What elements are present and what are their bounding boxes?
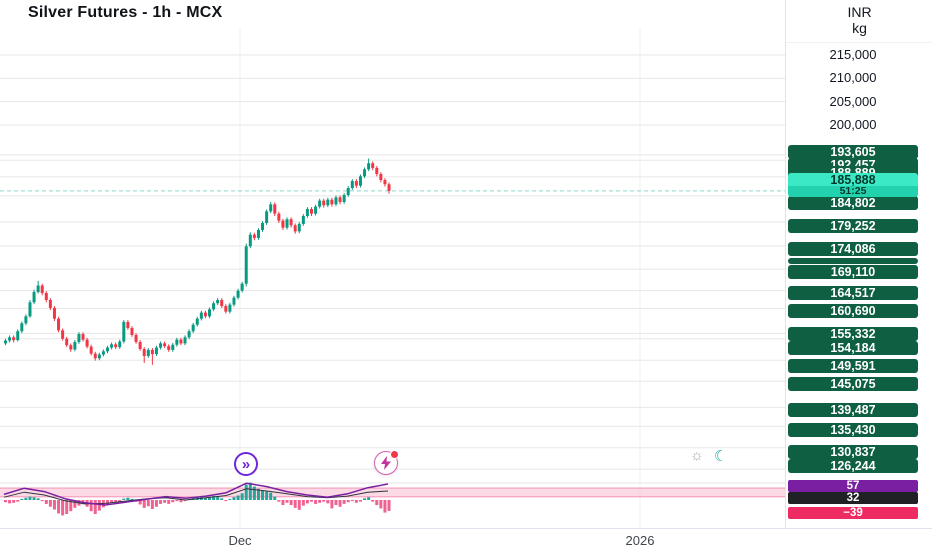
price-tick-label: 215,000 [829, 47, 877, 62]
price-axis[interactable]: INR kg 215,000 210,000 205,000 200,000 193,6… [785, 0, 932, 550]
oscillator-purple-line [3, 482, 389, 506]
alert-price-label[interactable]: 139,487 [788, 403, 918, 417]
light-theme-icon[interactable]: ☼ [690, 447, 704, 464]
price-tick-label: 205,000 [829, 94, 877, 109]
alert-price-label[interactable]: 130,837 [788, 445, 918, 459]
time-tick-label: Dec [228, 533, 252, 548]
oscillator-dark-line [3, 488, 389, 505]
alert-price-label[interactable]: 193,605 [788, 145, 918, 159]
alert-price-label[interactable]: 154,184 [788, 341, 918, 355]
price-chart[interactable] [0, 0, 785, 550]
price-tick-label: 200,000 [829, 117, 877, 132]
lightning-icon [381, 456, 391, 470]
time-axis[interactable]: Dec 2026 [0, 528, 932, 550]
indicator-value-label: 57 [788, 480, 918, 492]
horizontal-gridlines [0, 54, 785, 470]
alert-price-label[interactable]: 135,430 [788, 423, 918, 437]
alert-price-label[interactable]: 155,332 [788, 327, 918, 341]
indicator-value-label: −39 [788, 507, 918, 519]
scroll-forward-button[interactable]: » [234, 452, 258, 476]
price-tick-label: 210,000 [829, 70, 877, 85]
vertical-gridlines [239, 28, 641, 528]
unit-label: kg [852, 20, 867, 36]
alert-price-label[interactable]: 184,802 [788, 196, 918, 210]
alert-price-label[interactable]: 160,690 [788, 304, 918, 318]
alert-price-label[interactable]: 149,591 [788, 359, 918, 373]
oscillator-histogram [4, 482, 391, 516]
current-price-value: 185,888 [788, 173, 918, 187]
current-price-label[interactable]: 185,888 51:25 [788, 173, 918, 197]
oscillator-band [0, 487, 785, 498]
notification-dot [390, 450, 399, 459]
candles [4, 158, 391, 365]
alert-price-label[interactable]: 145,075 [788, 377, 918, 391]
symbol-title[interactable]: Silver Futures - 1h - MCX [28, 4, 223, 21]
double-arrow-icon: » [241, 455, 251, 473]
alert-price-label[interactable]: 174,086 [788, 242, 918, 256]
time-tick-label: 2026 [625, 533, 655, 548]
clipped-alert-label[interactable] [788, 258, 918, 264]
alert-price-label[interactable]: 179,252 [788, 219, 918, 233]
chart-header: Silver Futures - 1h - MCX [0, 0, 785, 28]
alert-price-label[interactable]: 126,244 [788, 459, 918, 473]
bar-countdown: 51:25 [788, 186, 918, 197]
currency-label: INR [847, 4, 872, 20]
indicator-value-label: 32 [788, 492, 918, 504]
alert-price-label[interactable]: 164,517 [788, 286, 918, 300]
dark-theme-icon[interactable]: ☾ [714, 448, 728, 465]
axis-unit-header: INR kg [786, 0, 932, 43]
alert-price-label[interactable]: 169,110 [788, 265, 918, 279]
flash-alerts-button[interactable] [374, 450, 399, 475]
chart-region: Silver Futures - 1h - MCX » ☼ ☾ [0, 0, 785, 550]
